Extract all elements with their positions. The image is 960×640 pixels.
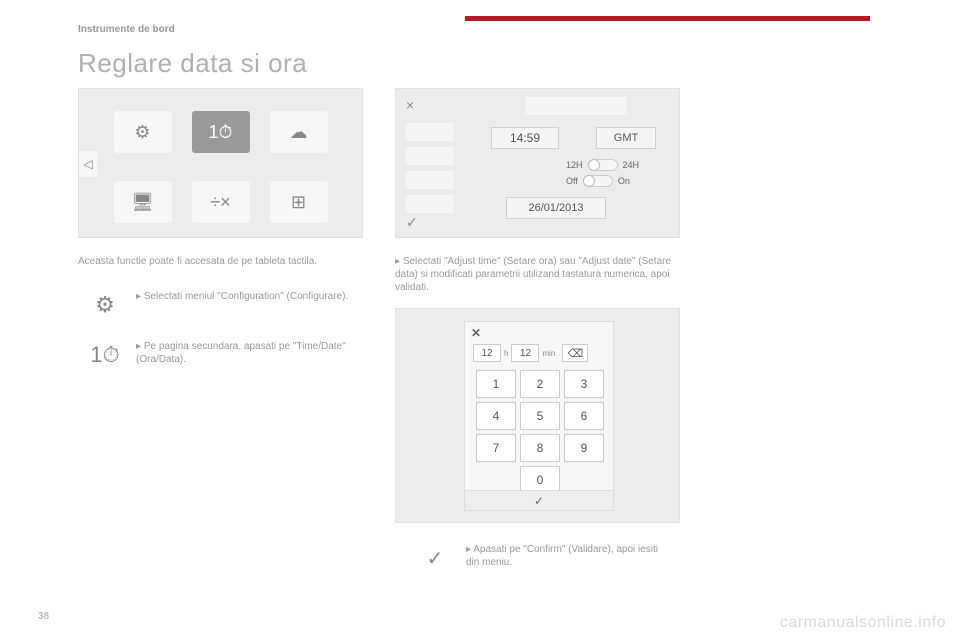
confirm-row: ✓ [465, 490, 613, 510]
instruction-text: Selectati "Adjust time" (Setare ora) sau… [395, 255, 675, 294]
tile-calendar: ⊞ [270, 181, 328, 223]
tile-cloud: ☁ [270, 111, 328, 153]
minute-input: 12 [511, 344, 539, 362]
toggle-left-label: 12H [566, 160, 583, 170]
toggle-12h-24h: 12H 24H [566, 159, 639, 171]
key-3: 3 [564, 370, 604, 398]
toggle-left-label: Off [566, 176, 578, 186]
key-4: 4 [476, 402, 516, 430]
close-icon: × [406, 97, 414, 113]
gear-icon: ⚙ [90, 290, 120, 320]
key-1: 1 [476, 370, 516, 398]
check-icon: ✓ [420, 543, 450, 573]
watermark: carmanualsonline.info [780, 614, 946, 632]
toggle-right-label: 24H [623, 160, 640, 170]
toggle-off-on: Off On [566, 175, 630, 187]
hour-unit: h [504, 349, 508, 358]
clock-icon: 1⏱ [90, 340, 120, 370]
tile-row-top: ⚙ 1⏱ ☁ [79, 111, 362, 153]
toggle-right-label: On [618, 176, 630, 186]
minute-unit: min [542, 349, 555, 358]
timezone-field: GMT [596, 127, 656, 149]
time-field: 14:59 [491, 127, 559, 149]
instruction-text: Selectati meniul "Configuration" (Config… [136, 290, 348, 303]
tile-display: 🖥 [114, 181, 172, 223]
check-icon: ✓ [534, 494, 544, 508]
instruction-row-3: Selectati "Adjust time" (Setare ora) sau… [395, 255, 675, 294]
instruction-row-4: ✓ Apasati pe "Confirm" (Validare), apoi … [420, 543, 670, 573]
check-icon: ✓ [406, 214, 418, 231]
tile-settings: ⚙ [114, 111, 172, 153]
side-item [406, 195, 454, 213]
backspace-icon: ⌫ [562, 344, 588, 362]
page-title: Reglare data si ora [78, 48, 307, 79]
key-6: 6 [564, 402, 604, 430]
time-input-row: 12 h 12 min ⌫ [473, 344, 588, 362]
screenshot-numeric-keypad: ✕ 12 h 12 min ⌫ 1 2 3 4 5 6 7 8 9 0 ✓ [395, 308, 680, 523]
side-menu [406, 123, 454, 213]
key-5: 5 [520, 402, 560, 430]
toggle-switch [583, 175, 613, 187]
key-8: 8 [520, 434, 560, 462]
screenshot-config-menu: ◁ ⚙ 1⏱ ☁ 🖥 ÷× ⊞ [78, 88, 363, 238]
panel-title-placeholder [526, 97, 626, 115]
instruction-text: Apasati pe "Confirm" (Validare), apoi ie… [466, 543, 670, 569]
section-header: Instrumente de bord [78, 24, 175, 35]
toggle-switch [588, 159, 618, 171]
screenshot-time-date-settings: × 14:59 GMT 12H 24H Off On 26/01/2013 ✓ [395, 88, 680, 238]
tile-row-bottom: 🖥 ÷× ⊞ [79, 181, 362, 223]
key-7: 7 [476, 434, 516, 462]
keypad-dialog: ✕ 12 h 12 min ⌫ 1 2 3 4 5 6 7 8 9 0 ✓ [464, 321, 614, 511]
close-icon: ✕ [471, 326, 481, 340]
instruction-row-1: ⚙ Selectati meniul "Configuration" (Conf… [90, 290, 370, 320]
keypad-grid: 1 2 3 4 5 6 7 8 9 0 [476, 370, 604, 494]
side-tab-icon: ◁ [79, 151, 97, 177]
tile-units: ÷× [192, 181, 250, 223]
instruction-text: Pe pagina secundara, apasati pe "Time/Da… [136, 340, 370, 366]
intro-paragraph: Aceasta functie poate fi accesata de pe … [78, 255, 338, 268]
key-2: 2 [520, 370, 560, 398]
page-number: 38 [38, 611, 49, 622]
side-item [406, 123, 454, 141]
instruction-row-2: 1⏱ Pe pagina secundara, apasati pe "Time… [90, 340, 370, 370]
date-field: 26/01/2013 [506, 197, 606, 219]
top-accent-bar [465, 16, 870, 21]
tile-time-date: 1⏱ [192, 111, 250, 153]
key-9: 9 [564, 434, 604, 462]
hour-input: 12 [473, 344, 501, 362]
side-item [406, 147, 454, 165]
side-item [406, 171, 454, 189]
